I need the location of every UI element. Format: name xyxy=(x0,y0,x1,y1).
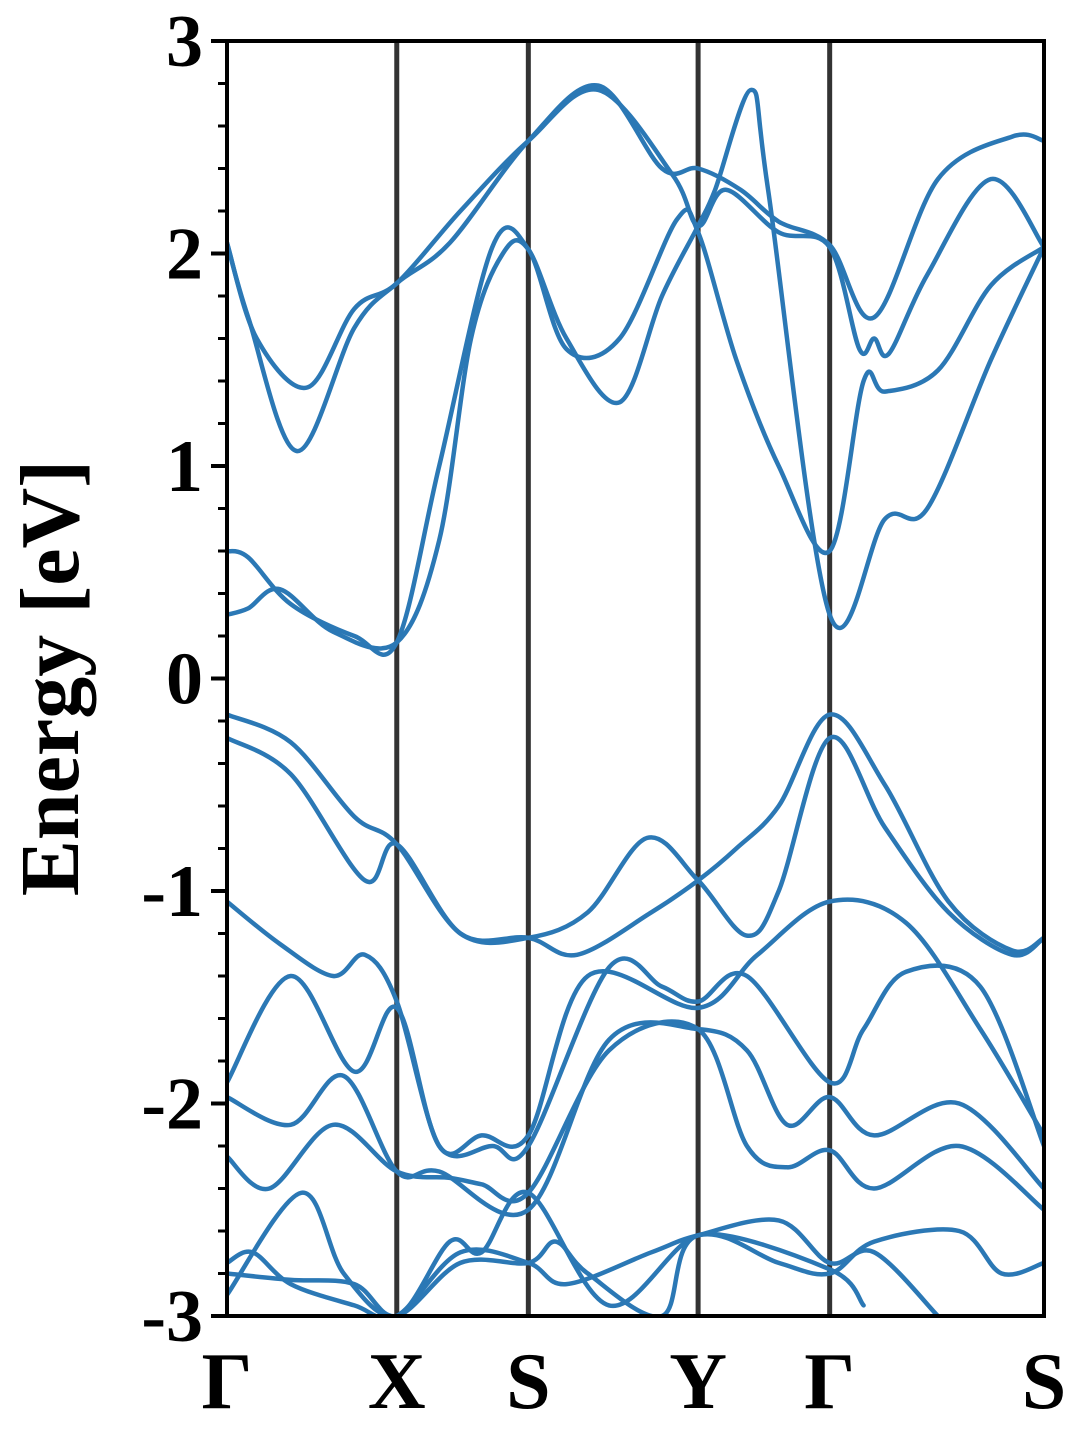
band-line-7 xyxy=(227,897,1044,1157)
band-line-3 xyxy=(227,207,1044,657)
y-axis-ticks xyxy=(211,39,227,1318)
kpoint-label-0: Γ xyxy=(202,1338,253,1426)
kpoint-label-2: S xyxy=(506,1338,551,1426)
kpoint-label-3: Y xyxy=(669,1338,727,1426)
band-line-12 xyxy=(227,1217,941,1316)
kpoint-label-4: Γ xyxy=(804,1338,855,1426)
y-tick-label: 2 xyxy=(166,214,203,296)
y-tick-label: 3 xyxy=(166,1,203,83)
band-line-6 xyxy=(227,734,1044,958)
band-line-13 xyxy=(227,1231,866,1316)
band-line-10 xyxy=(227,1019,1044,1213)
y-axis-label: Energy [eV] xyxy=(4,460,97,896)
y-tick-label: -3 xyxy=(141,1276,203,1358)
y-axis-tick-labels: -3 -2 -1 0 1 2 3 xyxy=(141,1,203,1358)
plot-frame xyxy=(225,39,1046,1318)
band-line-9 xyxy=(227,1020,1044,1218)
band-line-4 xyxy=(227,87,1044,651)
y-tick-label: -2 xyxy=(141,1064,203,1146)
high-symmetry-lines xyxy=(394,41,833,1316)
y-tick-label: -1 xyxy=(141,851,203,933)
band-lines xyxy=(227,83,1044,1316)
y-tick-label: 0 xyxy=(166,639,203,721)
kpoint-label-1: X xyxy=(368,1338,426,1426)
y-tick-label: 1 xyxy=(166,426,203,508)
band-line-5 xyxy=(227,712,1044,958)
kpoint-label-5: S xyxy=(1022,1338,1067,1426)
band-line-1 xyxy=(227,83,1044,454)
band-line-11 xyxy=(227,1189,1044,1316)
band-line-8 xyxy=(227,956,1044,1162)
